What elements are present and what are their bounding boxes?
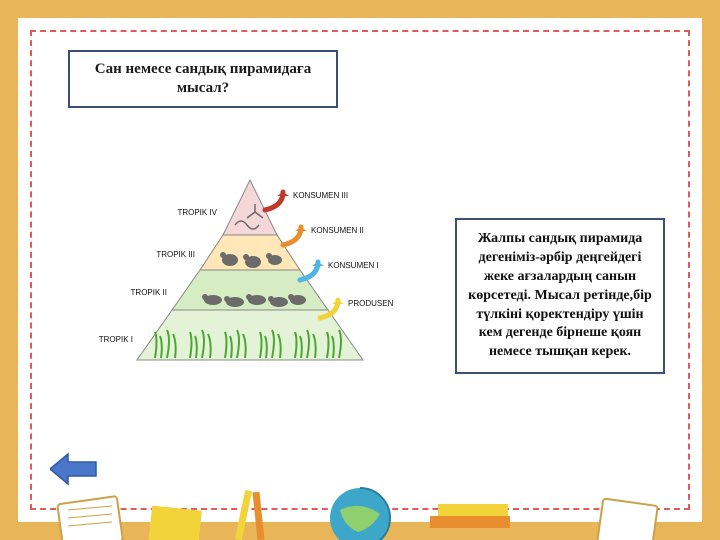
consumer-label-2: KONSUMEN I (328, 261, 379, 270)
back-arrow-button[interactable] (50, 452, 98, 486)
trophic-label-4: TROPIK IV (177, 208, 217, 217)
title-text: Сан немесе сандық пирамидаға мысал? (95, 61, 311, 96)
consumer-label-1: PRODUSEN (348, 299, 394, 308)
description-box: Жалпы сандық пирамида дегеніміз-әрбір де… (455, 218, 665, 374)
level-arrow-4 (265, 192, 289, 210)
consumer-label-3: KONSUMEN II (311, 226, 364, 235)
trophic-label-1: TROPIK I (99, 335, 133, 344)
trophic-label-3: TROPIK III (156, 250, 195, 259)
pyramid-diagram: TROPIK I TROPIK II TROPIK III TROPIK IV … (95, 120, 405, 380)
description-text: Жалпы сандық пирамида дегеніміз-әрбір де… (468, 231, 652, 359)
trophic-label-2: TROPIK II (131, 288, 167, 297)
pyramid-level-2 (172, 270, 328, 310)
back-arrow-icon (50, 454, 96, 484)
level-arrow-3 (283, 227, 307, 245)
consumer-label-4: KONSUMEN III (293, 191, 348, 200)
level-arrow-2 (300, 262, 324, 280)
title-box: Сан немесе сандық пирамидаға мысал? (68, 50, 338, 108)
